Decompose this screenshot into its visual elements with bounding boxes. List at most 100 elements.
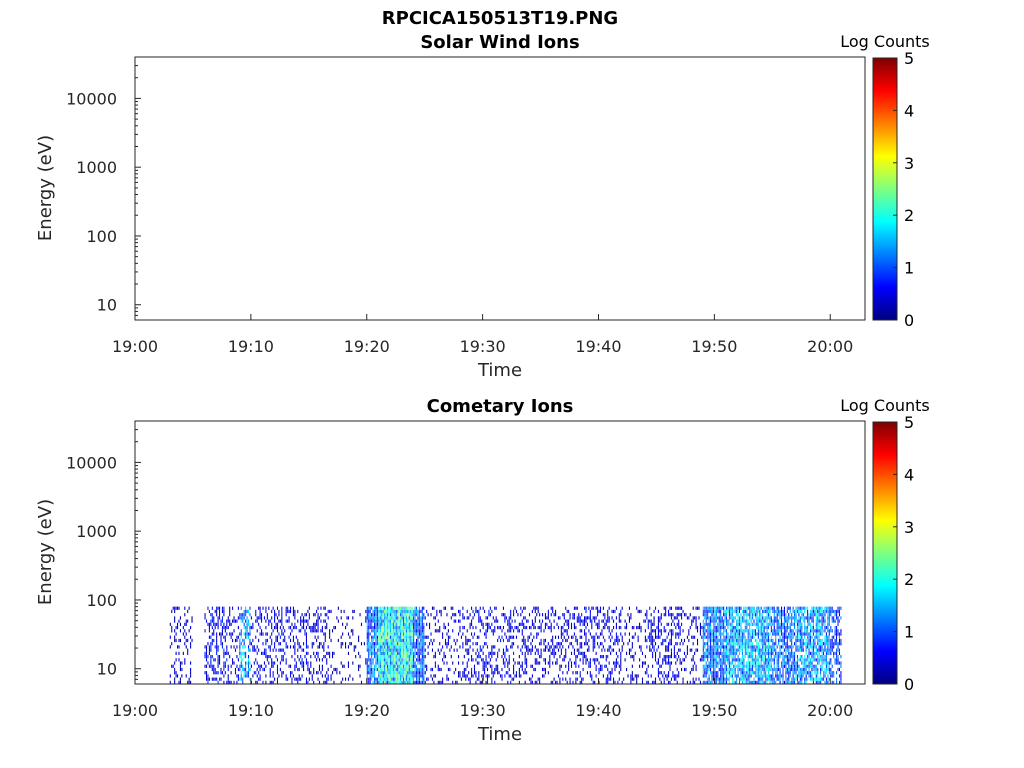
heatmap-cell bbox=[618, 648, 620, 652]
heatmap-cell bbox=[744, 625, 746, 630]
heatmap-cell bbox=[378, 622, 380, 626]
heatmap-cell bbox=[476, 654, 478, 659]
heatmap-cell bbox=[347, 645, 350, 649]
heatmap-cell bbox=[517, 645, 519, 649]
heatmap-cell bbox=[750, 635, 752, 639]
heatmap-cell bbox=[391, 609, 393, 614]
heatmap-cell bbox=[388, 654, 390, 659]
heatmap-cell bbox=[712, 664, 715, 668]
heatmap-cell bbox=[510, 674, 512, 678]
heatmap-cell bbox=[504, 619, 506, 623]
heatmap-cell bbox=[421, 645, 423, 649]
heatmap-cell bbox=[255, 613, 257, 617]
heatmap-cell bbox=[695, 625, 697, 630]
heatmap-cell bbox=[682, 609, 684, 614]
heatmap-cell bbox=[736, 651, 738, 655]
heatmap-cell bbox=[266, 654, 268, 659]
heatmap-cell bbox=[608, 671, 610, 675]
heatmap-cell bbox=[330, 674, 332, 678]
heatmap-cell bbox=[329, 629, 331, 633]
heatmap-cell bbox=[714, 661, 716, 665]
heatmap-cell bbox=[389, 606, 392, 610]
heatmap-cell bbox=[375, 609, 377, 614]
heatmap-cell bbox=[411, 609, 413, 614]
heatmap-cell bbox=[216, 635, 218, 639]
heatmap-cell bbox=[371, 658, 373, 662]
heatmap-cell bbox=[736, 642, 738, 646]
heatmap-cell bbox=[226, 645, 228, 649]
heatmap-cell bbox=[379, 645, 381, 649]
heatmap-cell bbox=[825, 680, 827, 684]
heatmap-cell bbox=[792, 606, 794, 610]
heatmap-cell bbox=[373, 674, 376, 678]
heatmap-cell bbox=[385, 629, 387, 633]
heatmap-cell bbox=[817, 635, 819, 639]
heatmap-cell bbox=[431, 642, 434, 646]
heatmap-cell bbox=[809, 616, 812, 620]
heatmap-cell bbox=[185, 674, 187, 678]
heatmap-cell bbox=[799, 671, 801, 675]
heatmap-cell bbox=[539, 625, 541, 630]
heatmap-cell bbox=[820, 632, 822, 636]
heatmap-cell bbox=[423, 648, 425, 652]
heatmap-cell bbox=[721, 645, 723, 649]
heatmap-cell bbox=[294, 625, 296, 630]
heatmap-cell bbox=[316, 671, 318, 675]
heatmap-cell bbox=[725, 609, 728, 614]
heatmap-cell bbox=[249, 638, 251, 643]
heatmap-cell bbox=[216, 622, 218, 626]
heatmap-cell bbox=[442, 645, 444, 649]
heatmap-cell bbox=[805, 648, 807, 652]
heatmap-cell bbox=[421, 625, 423, 630]
heatmap-cell bbox=[250, 680, 252, 684]
heatmap-cell bbox=[752, 654, 754, 659]
heatmap-cell bbox=[695, 616, 697, 620]
heatmap-cell bbox=[672, 671, 674, 675]
heatmap-cell bbox=[395, 648, 397, 652]
heatmap-cell bbox=[704, 654, 706, 659]
heatmap-cell bbox=[379, 642, 381, 646]
heatmap-cell bbox=[216, 677, 218, 681]
heatmap-cell bbox=[534, 616, 536, 620]
heatmap-cell bbox=[731, 654, 733, 659]
heatmap-cell bbox=[401, 609, 403, 614]
heatmap-cell bbox=[495, 619, 497, 623]
heatmap-cell bbox=[423, 674, 425, 678]
heatmap-cell bbox=[400, 661, 402, 665]
heatmap-cell bbox=[595, 606, 597, 610]
heatmap-cell bbox=[565, 606, 567, 610]
heatmap-cell bbox=[243, 613, 245, 617]
heatmap-cell bbox=[382, 654, 384, 659]
heatmap-cell bbox=[466, 642, 468, 646]
colorbar-label: Log Counts bbox=[840, 32, 930, 51]
heatmap-cell bbox=[765, 680, 767, 684]
heatmap-cell bbox=[405, 677, 407, 681]
heatmap-cell bbox=[733, 619, 735, 623]
heatmap-cell bbox=[236, 638, 238, 643]
heatmap-cell bbox=[401, 619, 403, 623]
heatmap-cell bbox=[782, 680, 784, 684]
heatmap-cell bbox=[714, 619, 716, 623]
heatmap-cell bbox=[442, 680, 444, 684]
heatmap-cell bbox=[395, 645, 397, 649]
heatmap-cell bbox=[381, 651, 383, 655]
heatmap-cell bbox=[340, 642, 342, 646]
heatmap-cell bbox=[762, 622, 764, 626]
heatmap-cell bbox=[665, 629, 667, 633]
heatmap-cell bbox=[694, 635, 696, 639]
heatmap-cell bbox=[794, 651, 796, 655]
heatmap-cell bbox=[588, 664, 590, 668]
heatmap-cell bbox=[573, 648, 575, 652]
heatmap-cell bbox=[394, 658, 396, 662]
heatmap-cell bbox=[640, 609, 642, 614]
heatmap-cell bbox=[795, 642, 797, 646]
heatmap-cell bbox=[718, 613, 720, 617]
heatmap-cell bbox=[823, 674, 825, 678]
heatmap-cell bbox=[809, 625, 812, 630]
heatmap-cell bbox=[805, 664, 807, 668]
heatmap-cell bbox=[710, 629, 712, 633]
heatmap-cell bbox=[184, 613, 186, 617]
heatmap-cell bbox=[570, 635, 573, 639]
heatmap-cell bbox=[240, 658, 242, 662]
